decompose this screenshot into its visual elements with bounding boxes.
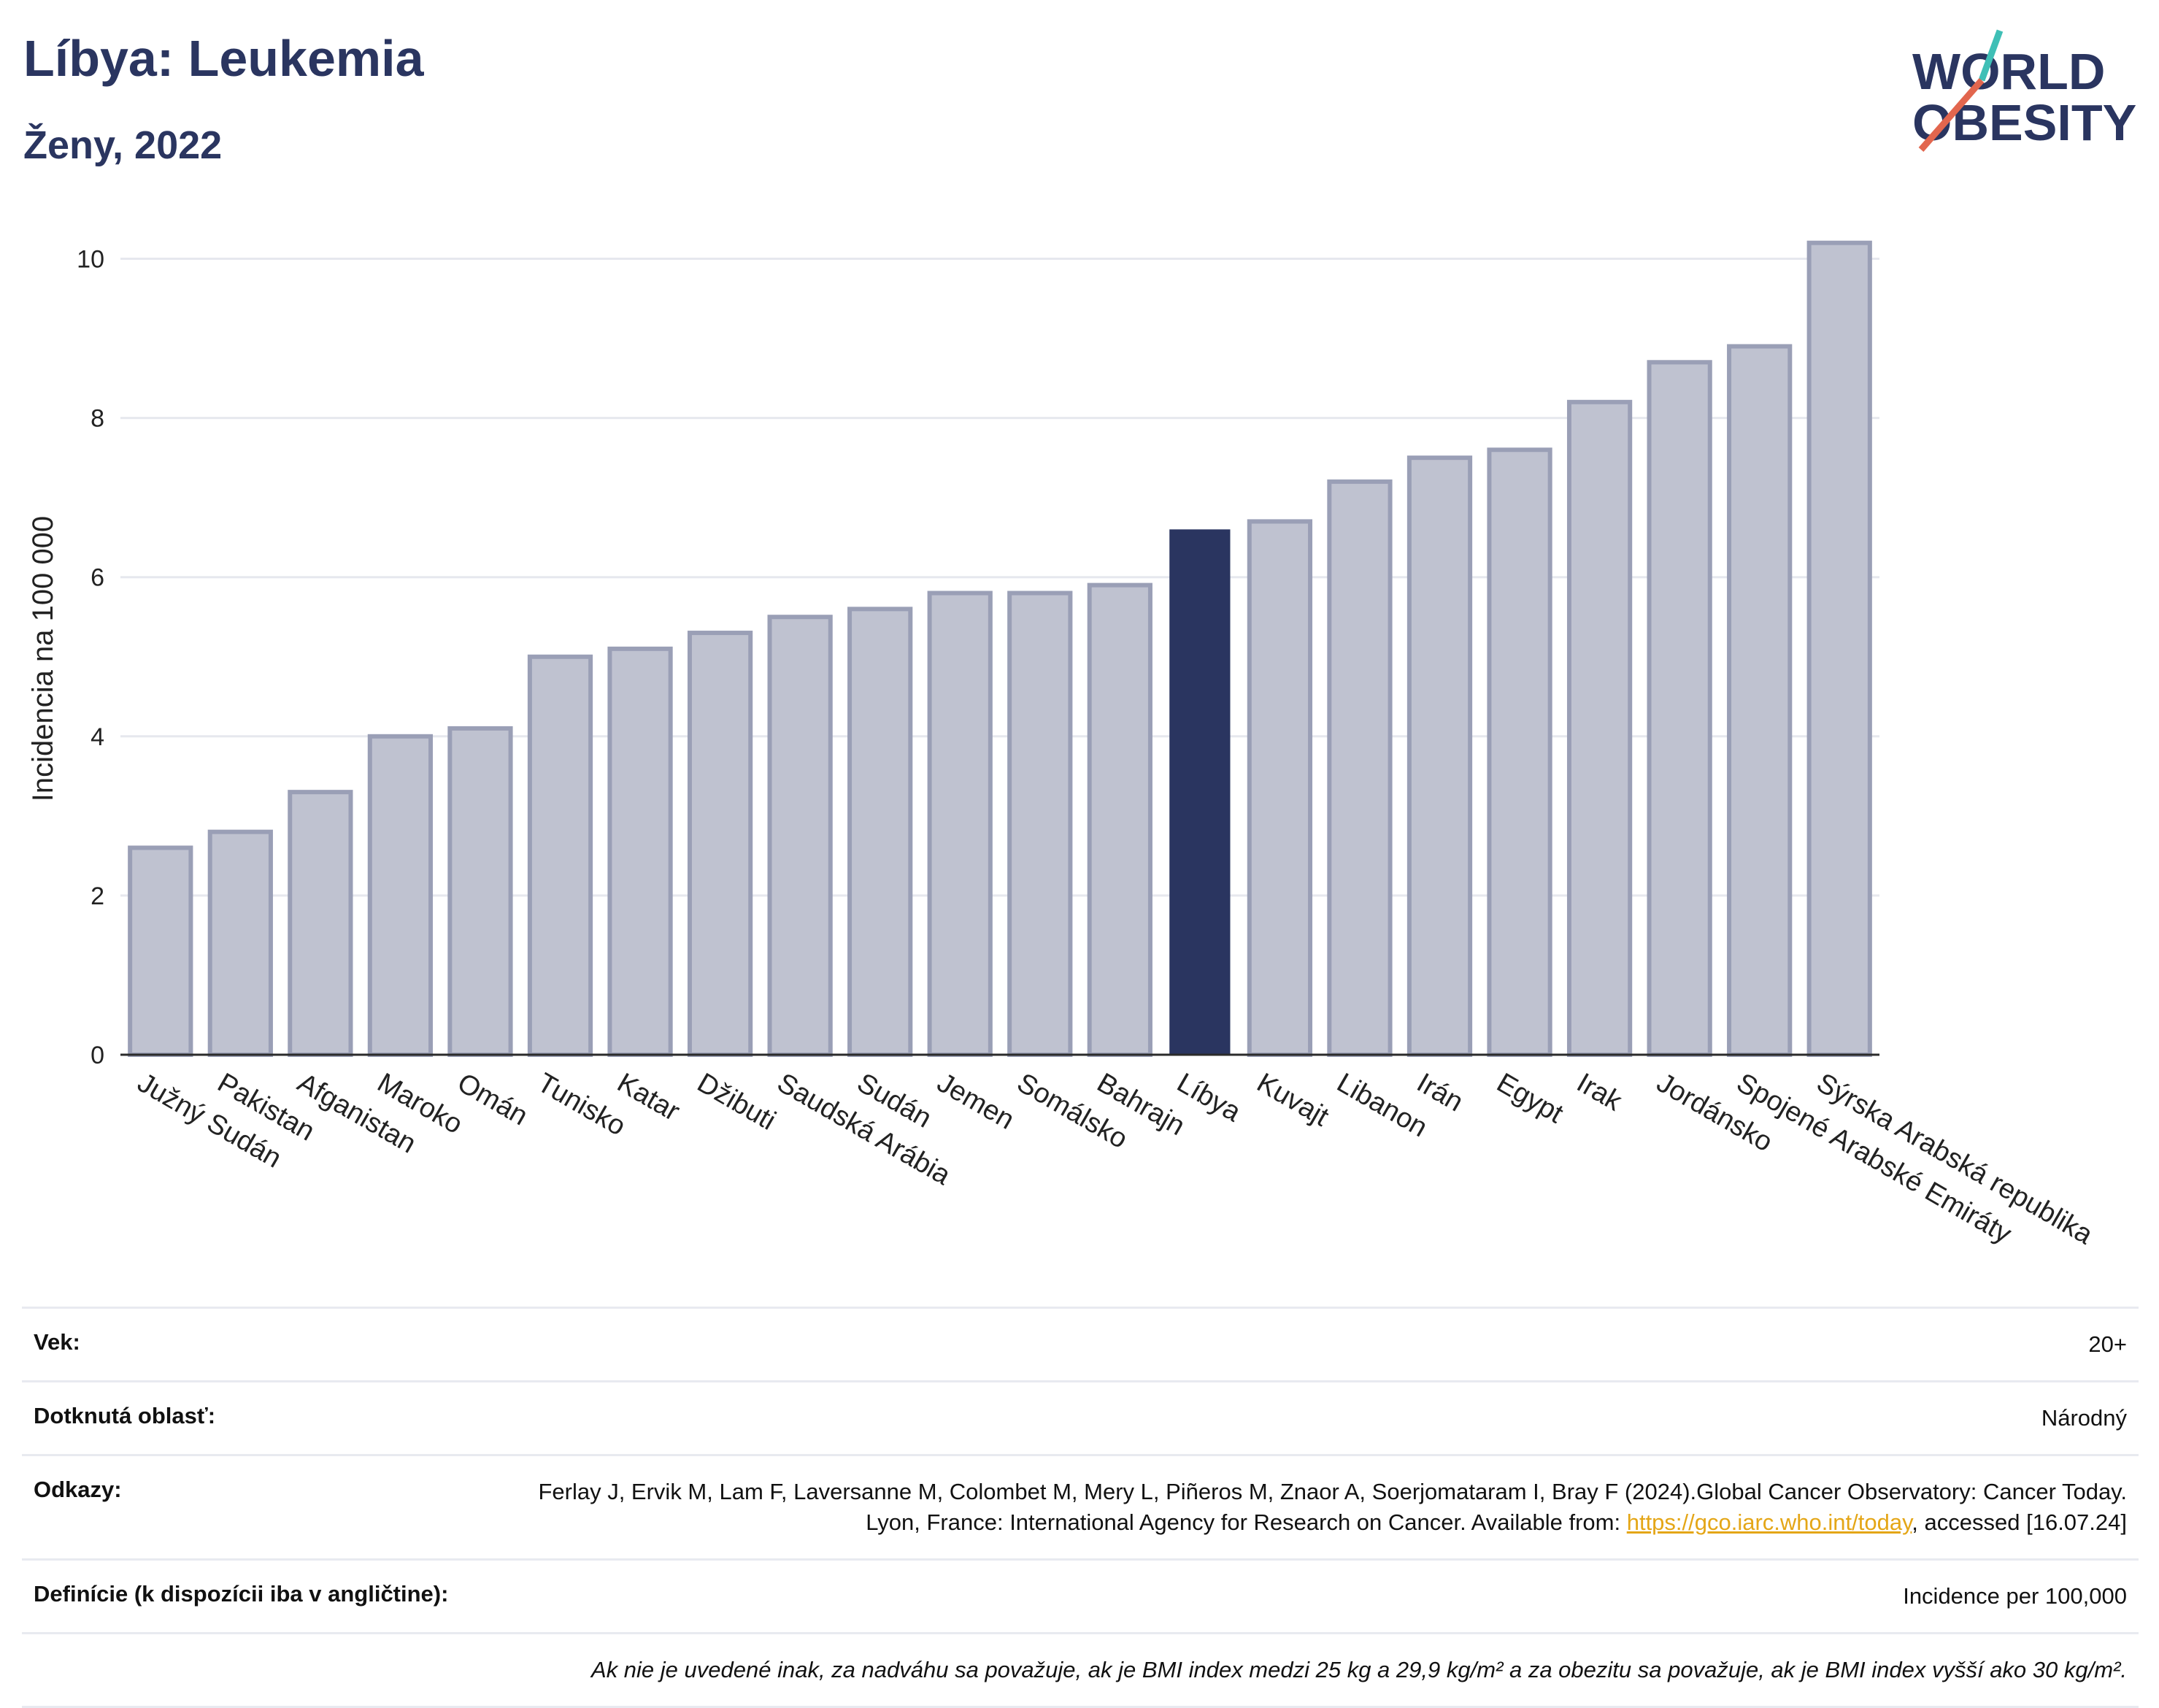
chart-title: Líbya: Leukemia (23, 30, 424, 87)
bar (927, 591, 993, 1057)
x-tick-label: Omán (452, 1067, 533, 1131)
age-label: Vek: (34, 1329, 80, 1355)
x-tick-label: Kuvajt (1252, 1067, 1334, 1132)
references-accessed: , accessed [16.07.24] (1912, 1509, 2127, 1535)
metadata-table: Vek: 20+ Dotknutá oblasť: Národný Odkazy… (22, 1307, 2139, 1708)
logo-slash-teal (1978, 29, 2004, 82)
bar (1007, 591, 1073, 1057)
definitions-value: Incidence per 100,000 (1903, 1583, 2127, 1609)
bar (1406, 455, 1473, 1057)
bar (607, 646, 673, 1057)
bar (1647, 360, 1712, 1058)
logo-line1: WORLD (1912, 43, 2105, 100)
references-text: Ferlay J, Ervik M, Lam F, Laversanne M, … (538, 1479, 2127, 1535)
area-value: Národný (2041, 1405, 2127, 1431)
bar (1487, 447, 1552, 1057)
y-tick-label: 10 (77, 246, 104, 274)
references-link[interactable]: https://gco.iarc.who.int/today (1626, 1509, 1912, 1535)
x-tick-label: Tunisko (532, 1067, 631, 1142)
y-tick-label: 0 (91, 1042, 104, 1069)
logo-line2: OBESITY (1912, 94, 2136, 151)
y-tick-label: 6 (91, 564, 104, 592)
bar (527, 654, 593, 1057)
bar (207, 829, 273, 1058)
meta-row-area: Dotknutá oblasť: Národný (22, 1380, 2139, 1454)
bar (1566, 399, 1633, 1057)
references-label: Odkazy: (34, 1477, 122, 1502)
bmi-note: Ak nie je uvedené inak, za nadváhu sa po… (591, 1657, 2127, 1682)
bar (128, 845, 193, 1057)
y-tick-label: 4 (91, 723, 104, 751)
bar (1806, 240, 1872, 1058)
definitions-label: Definície (k dispozícii iba v angličtine… (34, 1581, 449, 1607)
x-tick-label: Libanon (1331, 1067, 1432, 1143)
x-tick-label: Irak (1571, 1067, 1628, 1117)
bar (1727, 344, 1793, 1057)
meta-row-age: Vek: 20+ (22, 1307, 2139, 1380)
area-label: Dotknutá oblasť: (34, 1403, 216, 1428)
age-value: 20+ (2088, 1331, 2127, 1357)
references-value: Ferlay J, Ervik M, Lam F, Laversanne M, … (536, 1477, 2127, 1538)
bar (1327, 479, 1393, 1058)
x-tick-label: Egypt (1492, 1067, 1569, 1129)
x-tick-label: Džibuti (692, 1067, 781, 1136)
bar (1247, 519, 1313, 1057)
chart-subtitle: Ženy, 2022 (23, 123, 223, 167)
bar (1169, 529, 1231, 1055)
bar (288, 790, 353, 1058)
bar (367, 734, 434, 1057)
bar (847, 607, 913, 1057)
y-tick-label: 8 (91, 405, 104, 433)
logo-slash-coral (1918, 78, 1985, 152)
bar (447, 726, 513, 1058)
bar (767, 615, 833, 1057)
meta-row-references: Odkazy: Ferlay J, Ervik M, Lam F, Lavers… (22, 1454, 2139, 1558)
bar (687, 631, 753, 1057)
world-obesity-logo: WORLD OBESITY (1912, 29, 2136, 152)
bar (1087, 582, 1152, 1057)
meta-row-definitions: Definície (k dispozícii iba v angličtine… (22, 1558, 2139, 1632)
y-tick-label: 2 (91, 882, 104, 910)
meta-row-note: Ak nie je uvedené inak, za nadváhu sa po… (22, 1632, 2139, 1708)
y-axis-label: Incidencia na 100 000 (27, 516, 59, 801)
x-tick-label: Jemen (932, 1067, 1020, 1135)
